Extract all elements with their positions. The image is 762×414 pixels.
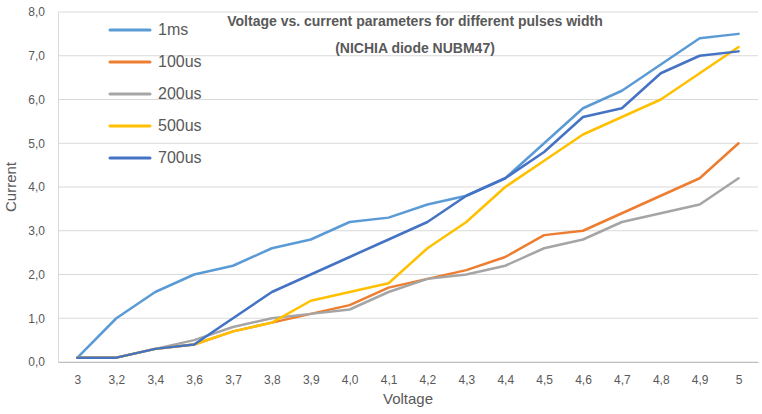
grid-line xyxy=(58,362,758,363)
y-tick-label: 8,0 xyxy=(28,5,45,19)
x-tick-label: 3,4 xyxy=(147,373,164,387)
x-tick: 3,7 xyxy=(225,362,242,387)
x-tick-label: 3,6 xyxy=(186,373,203,387)
legend-label: 500us xyxy=(158,117,202,134)
x-tick: 4,3 xyxy=(458,362,475,387)
x-tick: 3,6 xyxy=(186,362,203,387)
legend-label: 700us xyxy=(158,149,202,166)
series-line xyxy=(77,47,738,358)
x-axis-line xyxy=(59,362,759,363)
x-tick: 4,6 xyxy=(575,362,592,387)
y-tick: 7,0 xyxy=(28,49,58,63)
y-tick: 6,0 xyxy=(28,93,58,107)
series-line xyxy=(77,51,738,357)
x-tick-label: 3,2 xyxy=(108,373,125,387)
y-axis: 0,0 1,0 2,0 3,0 4,0 5,0 6,0 7,0 8,0 xyxy=(28,5,58,369)
x-tick-label: 4,6 xyxy=(575,373,592,387)
x-tick: 3,9 xyxy=(303,362,320,387)
series-line xyxy=(77,34,738,358)
grid-line xyxy=(58,143,758,144)
background xyxy=(0,0,762,414)
x-tick-label: 4,8 xyxy=(653,373,670,387)
x-tick: 4,5 xyxy=(536,362,553,387)
y-tick-label: 0,0 xyxy=(28,355,45,369)
y-axis-line xyxy=(58,13,59,363)
x-tick: 4,4 xyxy=(497,362,514,387)
grid xyxy=(58,12,758,362)
x-tick: 3 xyxy=(75,362,82,387)
title: Voltage vs. current parameters for diffe… xyxy=(227,13,603,29)
x-tick-label: 3,8 xyxy=(264,373,281,387)
y-tick: 2,0 xyxy=(28,268,58,282)
x-tick-label: 5 xyxy=(736,373,743,387)
x-tick: 4,2 xyxy=(420,362,437,387)
y-tick: 3,0 xyxy=(28,224,58,238)
series-line xyxy=(77,143,738,357)
legend-swatch xyxy=(110,29,150,32)
y-tick-label: 3,0 xyxy=(28,224,45,238)
x-tick-label: 3,7 xyxy=(225,373,242,387)
y-axis-title: Current xyxy=(2,161,19,212)
x-tick: 4,0 xyxy=(342,362,359,387)
x-tick-label: 4,9 xyxy=(692,373,709,387)
y-tick: 0,0 xyxy=(28,355,58,369)
y-tick: 8,0 xyxy=(28,5,58,19)
chart-svg: 0,0 1,0 2,0 3,0 4,0 5,0 6,0 7,0 8,0 3 3,2 3,4 3,6 3,7… xyxy=(0,0,762,414)
grid-line xyxy=(58,274,758,275)
y-tick-label: 5,0 xyxy=(28,137,45,151)
legend-swatch xyxy=(110,157,150,160)
x-tick: 4,9 xyxy=(692,362,709,387)
grid-line xyxy=(58,318,758,319)
y-tick-label: 4,0 xyxy=(28,180,45,194)
x-tick: 4,1 xyxy=(381,362,398,387)
x-axis: 3 3,2 3,4 3,6 3,7 3,8 3,9 4,0 4,1 4,2 4,3 4,4 4,5 4,6… xyxy=(59,362,759,387)
x-tick-label: 4,7 xyxy=(614,373,631,387)
x-axis-title: Voltage xyxy=(383,390,433,407)
legend-label: 200us xyxy=(158,85,202,102)
x-tick: 4,7 xyxy=(614,362,631,387)
x-tick: 3,8 xyxy=(264,362,281,387)
legend-swatch xyxy=(110,61,150,64)
series-lines xyxy=(77,34,738,358)
x-tick-label: 4,5 xyxy=(536,373,553,387)
x-tick: 4,8 xyxy=(653,362,670,387)
legend-label: 1ms xyxy=(158,21,188,38)
legend: 1ms 100us 200us 500us 700us xyxy=(110,21,202,166)
series-line xyxy=(77,178,738,357)
legend-swatch xyxy=(110,125,150,128)
chart-container: 0,0 1,0 2,0 3,0 4,0 5,0 6,0 7,0 8,0 3 3,2 3,4 3,6 3,7… xyxy=(0,0,762,414)
legend-label: 100us xyxy=(158,53,202,70)
y-tick-label: 2,0 xyxy=(28,268,45,282)
y-tick: 4,0 xyxy=(28,180,58,194)
x-tick: 5 xyxy=(736,362,743,387)
x-tick-label: 3 xyxy=(75,373,82,387)
x-tick-label: 4,1 xyxy=(381,373,398,387)
y-tick: 5,0 xyxy=(28,137,58,151)
x-tick-label: 4,0 xyxy=(342,373,359,387)
grid-line xyxy=(58,187,758,188)
x-tick-label: 4,3 xyxy=(458,373,475,387)
subtitle: (NICHIA diode NUBM47) xyxy=(335,40,495,56)
y-tick-label: 7,0 xyxy=(28,49,45,63)
y-tick-label: 1,0 xyxy=(28,312,45,326)
x-tick-label: 4,2 xyxy=(420,373,437,387)
x-tick: 3,4 xyxy=(147,362,164,387)
x-tick-label: 4,4 xyxy=(497,373,514,387)
y-tick-label: 6,0 xyxy=(28,93,45,107)
y-tick: 1,0 xyxy=(28,312,58,326)
x-tick-label: 3,9 xyxy=(303,373,320,387)
legend-swatch xyxy=(110,93,150,96)
x-tick: 3,2 xyxy=(108,362,125,387)
